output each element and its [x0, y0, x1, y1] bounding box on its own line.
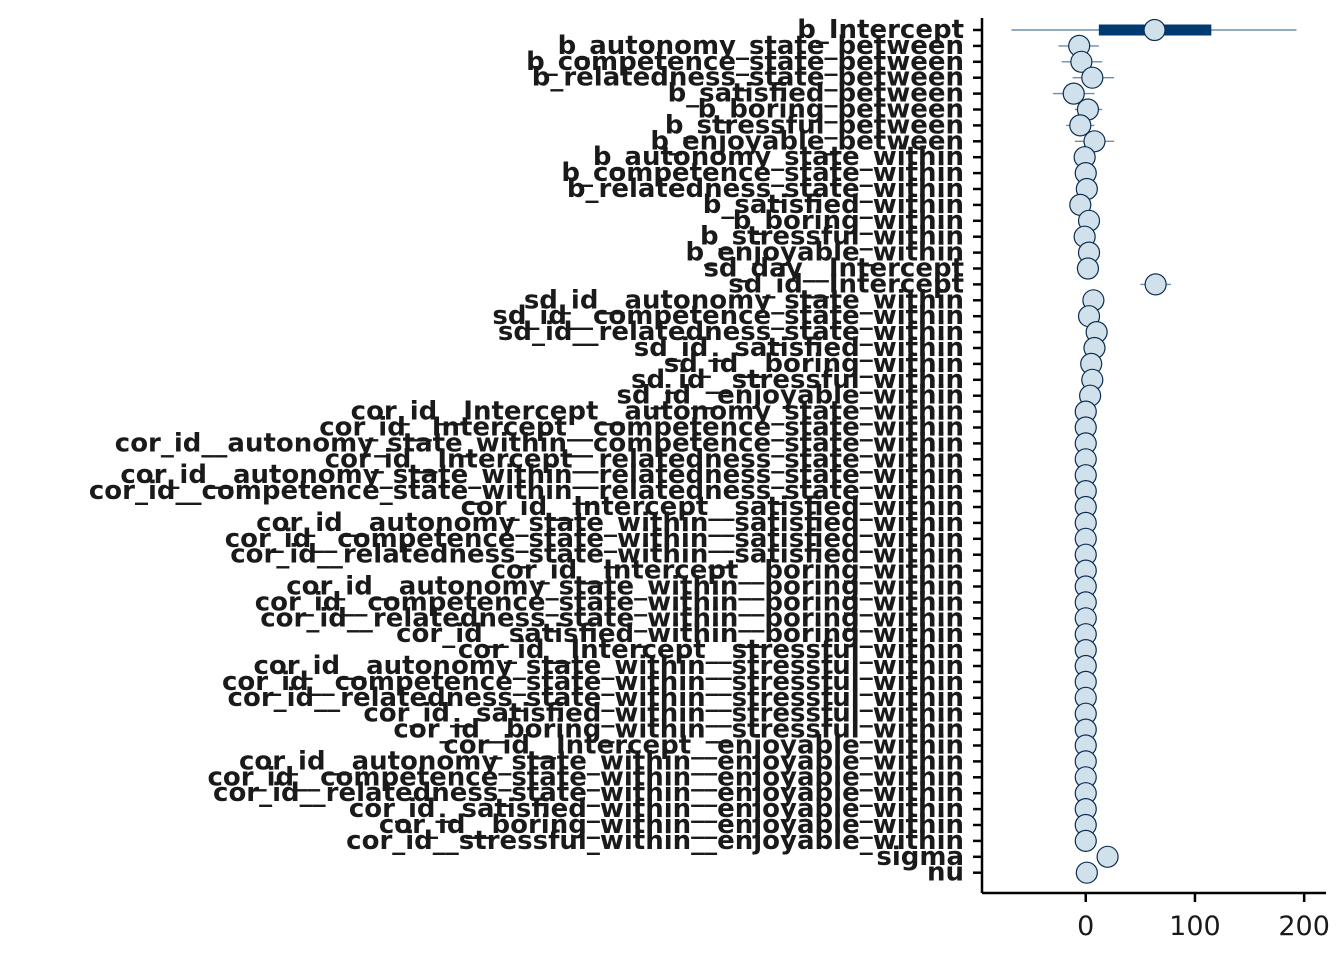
y-tick-label: sd_id__stressful_within [631, 365, 964, 395]
y-tick-label: cor_id__Intercept__satisfied_within [461, 492, 964, 522]
point-estimates [1062, 18, 1167, 884]
y-tick-label: cor_id__stressful_within__enjoyable_with… [346, 826, 964, 856]
x-tick-marks [1084, 893, 1306, 902]
y-tick-label: cor_id__competence_state_within__related… [89, 476, 964, 506]
y-tick-label: sd_id__competence_state_within [492, 301, 964, 331]
point-estimate [1096, 845, 1119, 868]
y-tick-label: cor_id__relatedness_state_within__enjoya… [213, 778, 964, 808]
y-tick-label: sd_id__relatedness_state_within [498, 317, 964, 347]
y-tick-label: cor_id__relatedness_state_within__satisf… [230, 540, 964, 570]
y-tick-label: b_Intercept [797, 15, 964, 45]
point-estimate [1070, 50, 1093, 73]
y-tick-label: cor_id__satisfied_within__boring_within [396, 619, 964, 649]
y-tick-label: cor_id__boring_within__stressful_within [393, 715, 964, 745]
y-tick-label: b_satisfied_within [703, 190, 964, 220]
y-tick-label: b_boring_between [698, 95, 964, 125]
y-tick-label: b_relatedness_state_between [532, 63, 964, 93]
y-tick-label: cor_id__competence_state_within__enjoyab… [207, 762, 964, 792]
y-tick-label: cor_id__autonomy_state_within__relatedne… [120, 460, 964, 490]
point-estimate [1083, 130, 1106, 153]
x-tick-labels: 0 100 200 [1077, 911, 1330, 942]
point-estimate [1143, 18, 1166, 42]
y-tick-label: sd_id__enjoyable_within [617, 381, 964, 411]
point-estimate [1081, 66, 1104, 89]
y-tick-label: cor_id__Intercept__enjoyable_within [443, 731, 964, 761]
y-tick-label: b_stressful_within [700, 222, 964, 252]
y-tick-label: cor_id__autonomy_state_within__competenc… [115, 428, 964, 458]
y-tick-labels: b_Interceptb_autonomy_state_betweenb_com… [89, 15, 964, 888]
y-tick-label: cor_id__competence_state_within__stressf… [222, 667, 964, 697]
outer-intervals [1011, 29, 1297, 874]
x-tick-label: 0 [1077, 911, 1094, 942]
y-tick-label: sd_id__satisfied_within [634, 333, 964, 363]
y-tick-label: cor_id__relatedness_state_within__boring… [260, 603, 964, 633]
y-tick-label: cor_id__Intercept__stressful_within [458, 635, 964, 665]
y-tick-label: cor_id__relatedness_state_within__stress… [228, 683, 964, 713]
y-tick-label: b_competence_state_between [526, 47, 964, 77]
y-tick-label: nu [927, 858, 964, 888]
y-tick-label: sd_id__autonomy_state_within [524, 285, 964, 315]
y-tick-marks [973, 28, 982, 874]
point-estimate [1062, 82, 1085, 105]
y-tick-label: sigma [876, 842, 964, 872]
y-tick-label: cor_id__boring_within__enjoyable_within [379, 810, 964, 840]
y-tick-label: cor_id__competence_state_within__boring_… [255, 587, 964, 617]
y-tick-label: b_enjoyable_within [686, 238, 964, 268]
y-tick-label: b_stressful_between [665, 110, 964, 140]
point-estimate [1076, 257, 1100, 280]
y-tick-label: cor_id__Intercept__relatedness_state_wit… [325, 444, 964, 474]
y-tick-label: sd_day__Intercept [703, 254, 964, 284]
x-tick-label: 200 [1278, 911, 1330, 942]
y-tick-label: cor_id__autonomy_state_within__satisfied… [256, 508, 964, 538]
x-tick-label: 100 [1169, 911, 1221, 942]
point-estimate [1074, 829, 1097, 853]
point-estimate [1069, 114, 1092, 137]
y-tick-label: cor_id__autonomy_state_within__stressful… [253, 651, 964, 681]
y-tick-label: b_competence_state_within [561, 158, 964, 188]
y-tick-label: cor_id__competence_state_within__satisfi… [225, 524, 964, 554]
y-tick-label: cor_id__satisfied_within__enjoyable_with… [349, 794, 964, 824]
y-tick-label: cor_id__Intercept__competence_state_with… [319, 413, 964, 443]
y-tick-label: b_autonomy_state_within [593, 142, 964, 172]
y-tick-label: cor_id__autonomy_state_within__enjoyable… [239, 746, 964, 776]
point-estimate [1075, 861, 1098, 884]
y-tick-label: b_boring_within [733, 206, 964, 236]
y-tick-label: b_relatedness_state_within [567, 174, 964, 204]
y-tick-label: b_satisfied_between [668, 79, 964, 109]
y-tick-label: cor_id__Intercept__autonomy_state_within [351, 397, 964, 427]
y-tick-label: cor_id__Intercept__boring_within [491, 556, 964, 586]
y-tick-label: b_autonomy_state_between [558, 31, 964, 61]
point-estimate [1144, 273, 1167, 296]
y-tick-label: b_enjoyable_between [650, 126, 964, 156]
y-tick-label: cor_id__autonomy_state_within__boring_wi… [286, 572, 964, 602]
y-tick-label: cor_id__satisfied_within__stressful_with… [363, 699, 964, 729]
y-tick-label: sd_id__boring_within [664, 349, 964, 379]
y-tick-label: sd_id__Intercept [728, 269, 964, 299]
